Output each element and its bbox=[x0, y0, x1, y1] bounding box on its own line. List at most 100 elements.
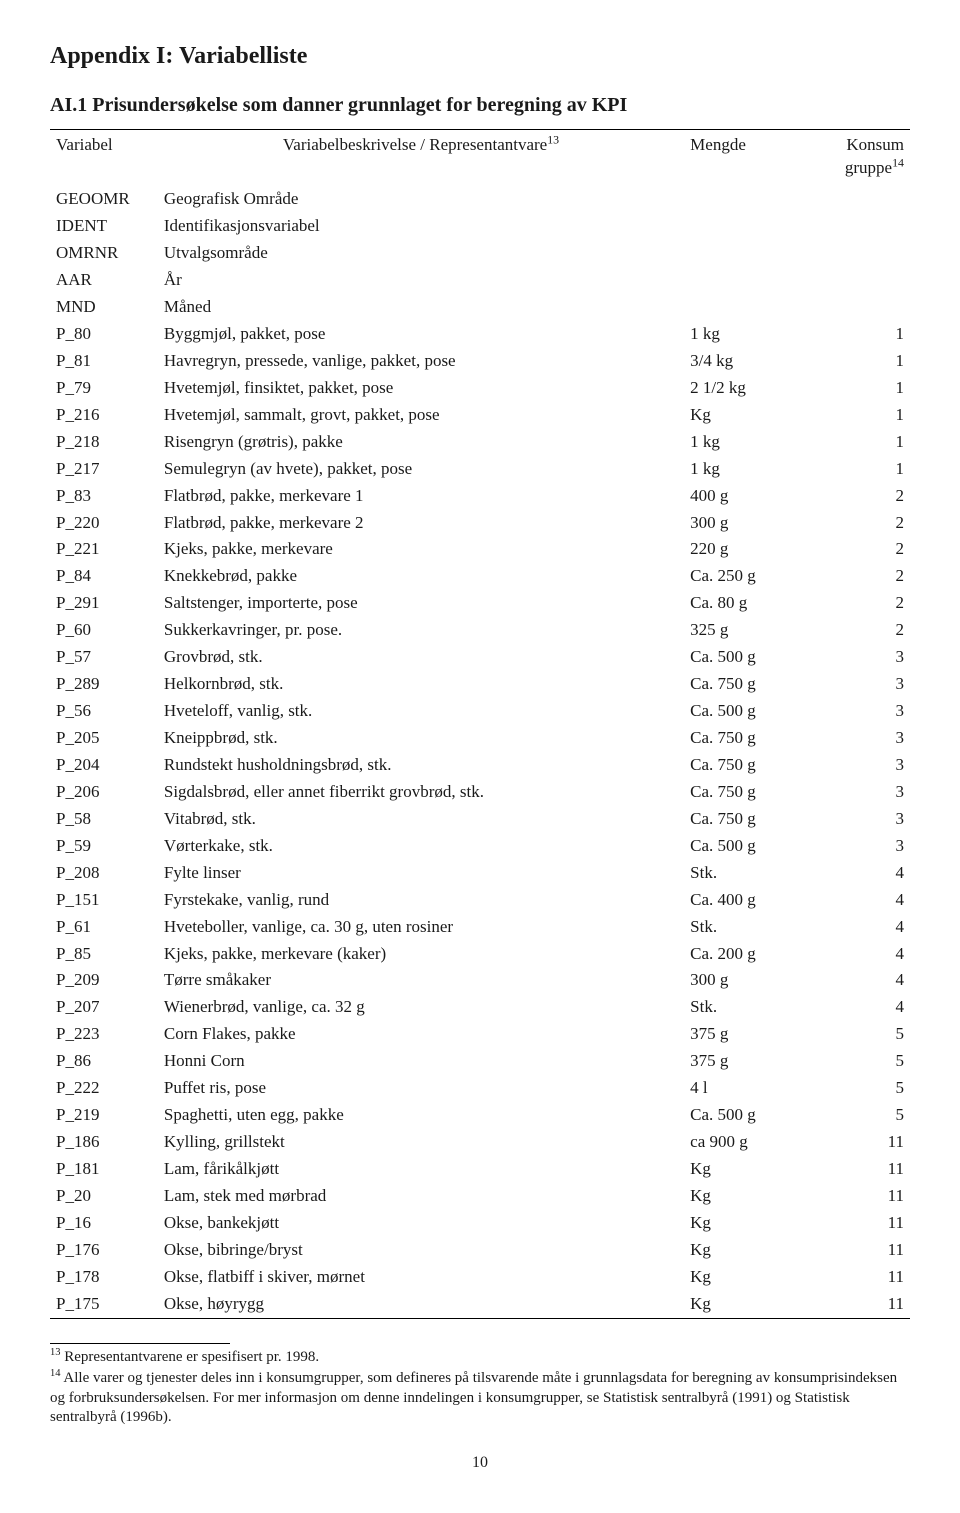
cell-variabel: P_219 bbox=[50, 1102, 158, 1129]
cell-mengde: Kg bbox=[684, 1183, 817, 1210]
cell-variabel: P_79 bbox=[50, 375, 158, 402]
cell-variabel: P_205 bbox=[50, 725, 158, 752]
cell-beskrivelse: Hveteboller, vanlige, ca. 30 g, uten ros… bbox=[158, 914, 684, 941]
cell-beskrivelse: Sigdalsbrød, eller annet fiberrikt grovb… bbox=[158, 779, 684, 806]
footnote-14-sup: 14 bbox=[50, 1368, 61, 1379]
header-variabel: Variabel bbox=[50, 130, 158, 185]
table-body: GEOOMRGeografisk OmrådeIDENTIdentifikasj… bbox=[50, 185, 910, 1318]
cell-variabel: P_16 bbox=[50, 1210, 158, 1237]
footnote-13-text: Representantvarene er spesifisert pr. 19… bbox=[61, 1349, 320, 1365]
cell-mengde: 1 kg bbox=[684, 321, 817, 348]
table-row: P_221Kjeks, pakke, merkevare220 g2 bbox=[50, 536, 910, 563]
cell-gruppe: 3 bbox=[817, 698, 910, 725]
cell-mengde: 300 g bbox=[684, 510, 817, 537]
cell-beskrivelse: Knekkebrød, pakke bbox=[158, 563, 684, 590]
cell-variabel: P_57 bbox=[50, 644, 158, 671]
table-row: P_208Fylte linserStk.4 bbox=[50, 860, 910, 887]
cell-mengde: Kg bbox=[684, 1210, 817, 1237]
table-row: P_204Rundstekt husholdningsbrød, stk.Ca.… bbox=[50, 752, 910, 779]
cell-variabel: P_221 bbox=[50, 536, 158, 563]
cell-variabel: P_81 bbox=[50, 348, 158, 375]
cell-mengde: Ca. 80 g bbox=[684, 590, 817, 617]
cell-mengde: Kg bbox=[684, 1156, 817, 1183]
cell-beskrivelse: Lam, fårikålkjøtt bbox=[158, 1156, 684, 1183]
cell-beskrivelse: Kylling, grillstekt bbox=[158, 1129, 684, 1156]
cell-beskrivelse: Vørterkake, stk. bbox=[158, 833, 684, 860]
cell-gruppe: 3 bbox=[817, 806, 910, 833]
table-row: P_80Byggmjøl, pakket, pose1 kg1 bbox=[50, 321, 910, 348]
cell-variabel: P_207 bbox=[50, 994, 158, 1021]
cell-beskrivelse: Okse, bibringe/bryst bbox=[158, 1237, 684, 1264]
cell-mengde: Stk. bbox=[684, 914, 817, 941]
cell-beskrivelse: Hveteloff, vanlig, stk. bbox=[158, 698, 684, 725]
cell-beskrivelse: Byggmjøl, pakket, pose bbox=[158, 321, 684, 348]
table-row: P_151Fyrstekake, vanlig, rundCa. 400 g4 bbox=[50, 887, 910, 914]
footnote-14: 14 Alle varer og tjenester deles inn i k… bbox=[50, 1369, 910, 1428]
cell-beskrivelse: År bbox=[158, 267, 684, 294]
header-konsum-text: Konsum bbox=[846, 135, 904, 154]
cell-mengde bbox=[684, 267, 817, 294]
cell-beskrivelse: Flatbrød, pakke, merkevare 1 bbox=[158, 483, 684, 510]
footnote-13-sup: 13 bbox=[50, 1347, 61, 1358]
cell-variabel: P_216 bbox=[50, 402, 158, 429]
table-row: P_16Okse, bankekjøttKg11 bbox=[50, 1210, 910, 1237]
cell-variabel: P_59 bbox=[50, 833, 158, 860]
cell-beskrivelse: Hvetemjøl, sammalt, grovt, pakket, pose bbox=[158, 402, 684, 429]
cell-beskrivelse: Okse, bankekjøtt bbox=[158, 1210, 684, 1237]
cell-beskrivelse: Sukkerkavringer, pr. pose. bbox=[158, 617, 684, 644]
footnote-13: 13 Representantvarene er spesifisert pr.… bbox=[50, 1348, 910, 1368]
cell-variabel: P_86 bbox=[50, 1048, 158, 1075]
table-row: P_85Kjeks, pakke, merkevare (kaker)Ca. 2… bbox=[50, 941, 910, 968]
cell-gruppe: 3 bbox=[817, 752, 910, 779]
table-row: P_84Knekkebrød, pakkeCa. 250 g2 bbox=[50, 563, 910, 590]
cell-variabel: P_84 bbox=[50, 563, 158, 590]
cell-gruppe: 2 bbox=[817, 536, 910, 563]
table-row: AARÅr bbox=[50, 267, 910, 294]
cell-gruppe: 11 bbox=[817, 1129, 910, 1156]
cell-mengde: 220 g bbox=[684, 536, 817, 563]
cell-gruppe: 1 bbox=[817, 348, 910, 375]
cell-variabel: P_85 bbox=[50, 941, 158, 968]
table-row: P_181Lam, fårikålkjøttKg11 bbox=[50, 1156, 910, 1183]
cell-mengde: Ca. 750 g bbox=[684, 779, 817, 806]
cell-mengde: 325 g bbox=[684, 617, 817, 644]
cell-gruppe: 3 bbox=[817, 644, 910, 671]
cell-mengde: 300 g bbox=[684, 967, 817, 994]
table-row: P_220Flatbrød, pakke, merkevare 2300 g2 bbox=[50, 510, 910, 537]
table-row: P_58Vitabrød, stk.Ca. 750 g3 bbox=[50, 806, 910, 833]
cell-mengde: Kg bbox=[684, 402, 817, 429]
cell-beskrivelse: Okse, flatbiff i skiver, mørnet bbox=[158, 1264, 684, 1291]
cell-mengde: 3/4 kg bbox=[684, 348, 817, 375]
cell-beskrivelse: Helkornbrød, stk. bbox=[158, 671, 684, 698]
header-mengde: Mengde bbox=[684, 130, 817, 185]
table-row: OMRNRUtvalgsområde bbox=[50, 240, 910, 267]
cell-variabel: OMRNR bbox=[50, 240, 158, 267]
cell-variabel: P_20 bbox=[50, 1183, 158, 1210]
cell-beskrivelse: Kneippbrød, stk. bbox=[158, 725, 684, 752]
cell-mengde: 1 kg bbox=[684, 429, 817, 456]
cell-beskrivelse: Fyrstekake, vanlig, rund bbox=[158, 887, 684, 914]
header-gruppe-sup: 14 bbox=[892, 156, 904, 170]
cell-beskrivelse: Geografisk Område bbox=[158, 185, 684, 213]
cell-beskrivelse: Spaghetti, uten egg, pakke bbox=[158, 1102, 684, 1129]
cell-gruppe: 3 bbox=[817, 725, 910, 752]
cell-gruppe bbox=[817, 213, 910, 240]
footnote-14-text: Alle varer og tjenester deles inn i kons… bbox=[50, 1370, 897, 1425]
cell-mengde: Ca. 500 g bbox=[684, 1102, 817, 1129]
cell-variabel: P_218 bbox=[50, 429, 158, 456]
cell-mengde: Ca. 750 g bbox=[684, 671, 817, 698]
cell-gruppe: 11 bbox=[817, 1183, 910, 1210]
cell-gruppe: 11 bbox=[817, 1291, 910, 1318]
cell-beskrivelse: Fylte linser bbox=[158, 860, 684, 887]
table-row: P_223Corn Flakes, pakke375 g5 bbox=[50, 1021, 910, 1048]
cell-beskrivelse: Vitabrød, stk. bbox=[158, 806, 684, 833]
cell-gruppe: 5 bbox=[817, 1048, 910, 1075]
cell-gruppe: 5 bbox=[817, 1102, 910, 1129]
cell-mengde: 375 g bbox=[684, 1048, 817, 1075]
cell-beskrivelse: Utvalgsområde bbox=[158, 240, 684, 267]
page-number: 10 bbox=[50, 1452, 910, 1474]
cell-variabel: GEOOMR bbox=[50, 185, 158, 213]
cell-mengde: 400 g bbox=[684, 483, 817, 510]
cell-gruppe bbox=[817, 294, 910, 321]
table-row: P_20Lam, stek med mørbradKg11 bbox=[50, 1183, 910, 1210]
